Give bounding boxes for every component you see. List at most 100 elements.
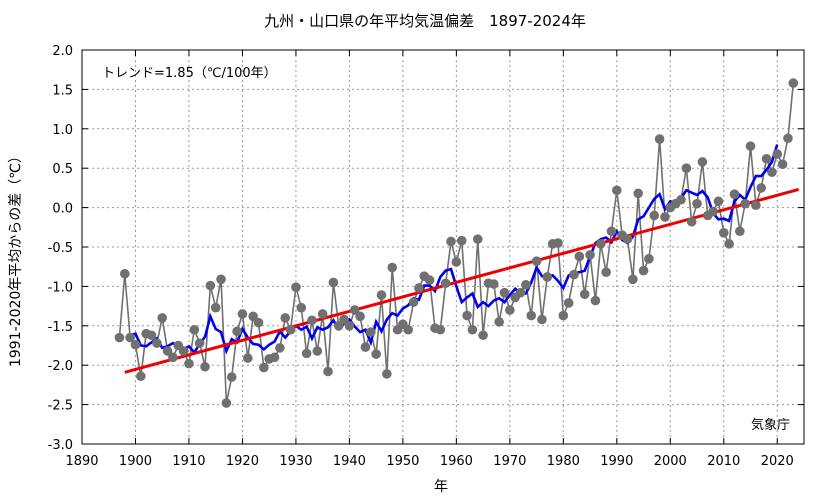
x-tick-label: 1920: [226, 454, 259, 469]
annual-point: [232, 326, 242, 337]
annual-point: [777, 159, 788, 170]
annual-point: [242, 353, 253, 363]
annual-point: [686, 216, 697, 227]
annual-point: [312, 346, 323, 356]
annual-point: [237, 309, 248, 319]
annual-point: [382, 369, 392, 379]
annual-point: [767, 167, 777, 177]
annual-point: [125, 332, 135, 343]
annual-point: [735, 226, 745, 237]
y-tick-label: 2.0: [52, 44, 73, 59]
y-tick-label: -2.0: [48, 359, 73, 374]
annual-point: [751, 200, 761, 211]
axis-ticks: 1890 1900 1910 1920 1930 1940 1950 1960 1970 1980…: [48, 44, 804, 469]
annual-point: [317, 309, 328, 319]
annual-point: [221, 398, 232, 408]
annual-point: [563, 298, 574, 308]
x-tick-label: 1960: [440, 454, 473, 469]
annual-point: [424, 275, 435, 285]
annual-point: [408, 297, 419, 307]
annual-point: [676, 194, 686, 205]
y-tick-label: -2.5: [48, 399, 73, 414]
annual-point: [595, 239, 606, 249]
annual-point: [435, 324, 446, 335]
annual-point: [376, 290, 387, 300]
annual-point: [162, 346, 173, 356]
annual-point: [783, 133, 793, 144]
annual-point: [601, 267, 611, 278]
annual-point: [558, 310, 569, 321]
x-tick-label: 2020: [761, 454, 794, 469]
trend-line: [124, 188, 800, 374]
annual-point: [184, 358, 194, 369]
x-tick-label: 1900: [119, 454, 152, 469]
annual-point: [628, 274, 638, 285]
annual-point: [526, 310, 537, 321]
annual-point: [446, 236, 456, 247]
y-tick-label: 0.5: [52, 162, 73, 177]
annual-point: [590, 295, 601, 306]
y-tick-label: 0.0: [52, 202, 73, 217]
annual-point: [360, 342, 371, 352]
annual-point: [216, 274, 226, 285]
annual-point: [724, 239, 734, 249]
annual-point: [355, 311, 365, 322]
y-tick-label: -1.5: [48, 320, 73, 335]
annual-point: [761, 153, 772, 164]
annual-point: [478, 330, 488, 341]
annual-point: [649, 210, 660, 221]
annual-point: [130, 339, 141, 350]
annual-point: [740, 198, 750, 209]
annual-point: [606, 226, 617, 237]
annual-point: [713, 196, 724, 207]
annual-point: [612, 185, 622, 196]
annual-point: [323, 366, 333, 377]
annual-point: [569, 269, 579, 280]
annual-point: [456, 235, 467, 246]
y-axis-label: 1991-2020年平均からの差（℃）: [8, 149, 24, 367]
annual-point: [371, 349, 381, 359]
annual-point: [333, 321, 344, 331]
annual-point: [205, 280, 216, 291]
annual-point: [772, 149, 783, 159]
annual-point: [622, 234, 633, 244]
annual-point: [788, 78, 799, 88]
annual-point: [472, 234, 483, 244]
annual-point: [542, 272, 553, 282]
annual-point: [521, 280, 531, 290]
trend-annotation: トレンド=1.85（℃/100年）: [102, 66, 277, 81]
annual-point: [344, 321, 355, 331]
annual-point: [440, 278, 451, 289]
annual-point: [638, 265, 649, 276]
grid: [82, 50, 804, 444]
annual-point: [414, 283, 424, 293]
x-tick-label: 1890: [65, 454, 98, 469]
annual-point: [729, 189, 740, 200]
annual-point: [307, 315, 317, 326]
y-tick-label: -1.0: [48, 280, 73, 295]
annual-point: [178, 346, 189, 356]
x-tick-label: 1990: [600, 454, 633, 469]
annual-point: [644, 254, 654, 264]
annual-point: [349, 305, 360, 315]
annual-point: [253, 317, 264, 328]
annual-point: [275, 343, 285, 353]
annual-point: [152, 338, 162, 348]
annual-point: [494, 317, 504, 327]
annual-point: [136, 371, 146, 382]
x-tick-label: 1970: [493, 454, 526, 469]
annual-point: [168, 352, 178, 363]
annual-point: [301, 348, 312, 359]
annual-point: [654, 134, 665, 144]
annual-point: [745, 141, 756, 151]
annual-point: [200, 361, 210, 372]
annual-point: [387, 262, 397, 273]
annual-point: [259, 362, 269, 373]
annual-point: [462, 310, 472, 321]
annual-point: [553, 238, 563, 248]
x-axis-label: 年: [434, 479, 448, 495]
annual-point: [537, 314, 547, 325]
annual-point: [114, 332, 125, 343]
annual-point: [226, 372, 237, 382]
